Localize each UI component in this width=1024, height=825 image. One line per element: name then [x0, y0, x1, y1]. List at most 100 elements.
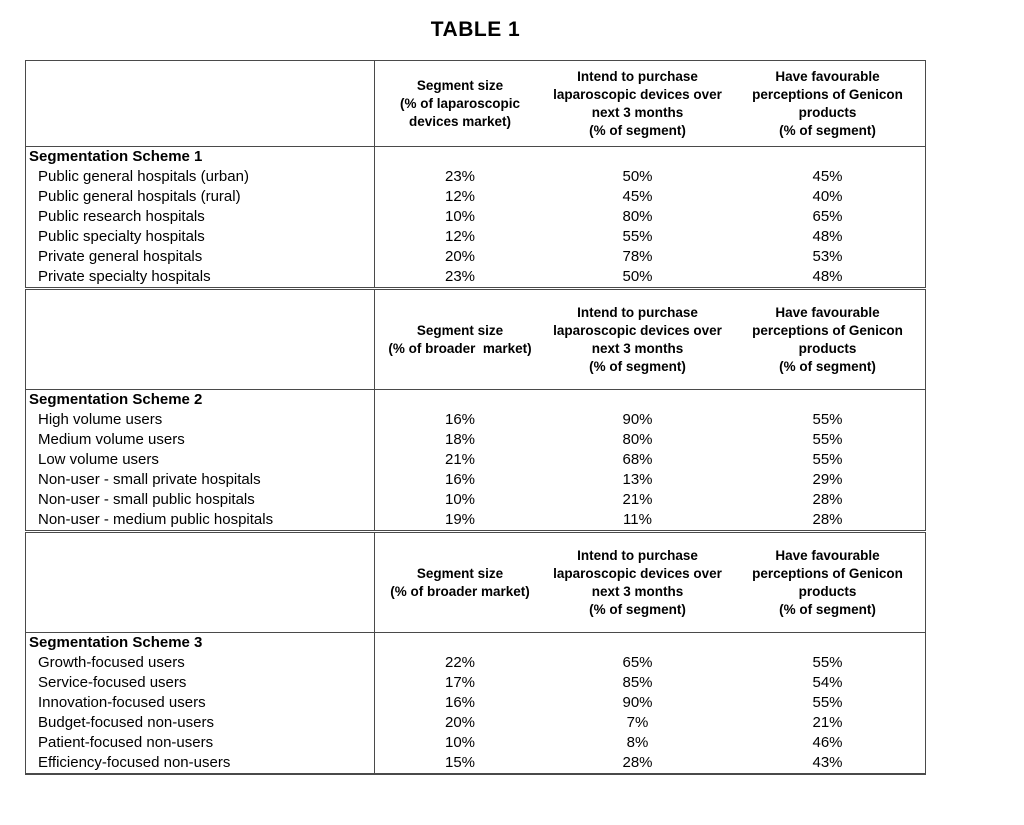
row-label: High volume users — [26, 410, 375, 430]
perception-value: 53% — [812, 248, 843, 265]
table-row: Low volume users 21% 68% 55% — [26, 450, 925, 470]
table-row: Non-user - small public hospitals 10% 21… — [26, 490, 925, 510]
segment-size-value: 12% — [444, 188, 476, 205]
segment-size-value: 20% — [444, 714, 476, 731]
table-row: Service-focused users 17% 85% 54% — [26, 673, 925, 693]
segment-size-value: 17% — [444, 674, 476, 691]
empty-cell — [545, 633, 730, 653]
purchase-intent-value: 50% — [622, 168, 653, 185]
scheme-label-row: Segmentation Scheme 1 — [26, 147, 925, 167]
table-row: Private general hospitals 20% 78% 53% — [26, 247, 925, 267]
segment-size-value: 10% — [444, 734, 476, 751]
empty-cell — [545, 147, 730, 167]
table-row: Private specialty hospitals 23% 50% 48% — [26, 267, 925, 287]
purchase-intent-value: 55% — [622, 228, 653, 245]
perception-value: 48% — [812, 268, 843, 285]
table-row: Patient-focused non-users 10% 8% 46% — [26, 733, 925, 753]
row-label: Private specialty hospitals — [26, 267, 375, 287]
perception-value: 55% — [812, 431, 843, 448]
perception-value: 55% — [812, 694, 843, 711]
empty-cell — [730, 390, 925, 410]
section-scheme-1: Segment size (% of laparoscopic devices … — [25, 60, 926, 288]
row-label: Patient-focused non-users — [26, 733, 375, 753]
empty-cell — [375, 147, 545, 167]
perception-value: 54% — [812, 674, 843, 691]
col-header-segment-size: Segment size (% of laparoscopic devices … — [399, 77, 521, 129]
row-label: Innovation-focused users — [26, 693, 375, 713]
perception-value: 65% — [812, 208, 843, 225]
segment-size-value: 12% — [444, 228, 476, 245]
table-row: Growth-focused users 22% 65% 55% — [26, 653, 925, 673]
segmentation-table: Segment size (% of laparoscopic devices … — [25, 60, 926, 775]
scheme-label: Segmentation Scheme 1 — [26, 147, 375, 167]
purchase-intent-value: 21% — [622, 491, 653, 508]
purchase-intent-value: 78% — [622, 248, 653, 265]
row-label: Growth-focused users — [26, 653, 375, 673]
scheme-label-row: Segmentation Scheme 3 — [26, 633, 925, 653]
scheme-label: Segmentation Scheme 3 — [26, 633, 375, 653]
table-row: Non-user - medium public hospitals 19% 1… — [26, 510, 925, 530]
purchase-intent-value: 28% — [622, 754, 653, 771]
purchase-intent-value: 90% — [622, 411, 653, 428]
table-title: TABLE 1 — [430, 18, 521, 41]
table-row: Public research hospitals 10% 80% 65% — [26, 207, 925, 227]
empty-cell — [730, 147, 925, 167]
purchase-intent-value: 90% — [622, 694, 653, 711]
section-scheme-2: Segment size (% of broader market) Inten… — [25, 289, 926, 531]
row-label: Private general hospitals — [26, 247, 375, 267]
empty-cell — [545, 390, 730, 410]
col-header-purchase-intent: Intend to purchase laparoscopic devices … — [553, 304, 722, 374]
perception-value: 28% — [812, 491, 843, 508]
purchase-intent-value: 80% — [622, 208, 653, 225]
table-row: Medium volume users 18% 80% 55% — [26, 430, 925, 450]
perception-value: 55% — [812, 411, 843, 428]
empty-cell — [730, 633, 925, 653]
scheme-label: Segmentation Scheme 2 — [26, 390, 375, 410]
scheme-label-row: Segmentation Scheme 2 — [26, 390, 925, 410]
row-label: Public general hospitals (urban) — [26, 167, 375, 187]
empty-corner-cell — [26, 533, 375, 632]
col-header-perceptions: Have favourable perceptions of Genicon p… — [752, 547, 903, 617]
row-label: Non-user - small private hospitals — [26, 470, 375, 490]
segment-size-value: 10% — [444, 208, 476, 225]
table-row: Budget-focused non-users 20% 7% 21% — [26, 713, 925, 733]
perception-value: 55% — [812, 654, 843, 671]
perception-value: 46% — [812, 734, 843, 751]
purchase-intent-value: 65% — [622, 654, 653, 671]
section-scheme-3: Segment size (% of broader market) Inten… — [25, 532, 926, 775]
col-header-perceptions: Have favourable perceptions of Genicon p… — [752, 68, 903, 138]
col-header-purchase-intent: Intend to purchase laparoscopic devices … — [553, 547, 722, 617]
segment-size-value: 20% — [444, 248, 476, 265]
row-label: Public research hospitals — [26, 207, 375, 227]
perception-value: 28% — [812, 511, 843, 528]
segment-size-value: 16% — [444, 411, 476, 428]
purchase-intent-value: 85% — [622, 674, 653, 691]
table-row: Public general hospitals (urban) 23% 50%… — [26, 167, 925, 187]
purchase-intent-value: 7% — [626, 714, 649, 731]
table-row: Public specialty hospitals 12% 55% 48% — [26, 227, 925, 247]
empty-corner-cell — [26, 290, 375, 389]
segment-size-value: 18% — [444, 431, 476, 448]
purchase-intent-value: 11% — [623, 511, 652, 528]
purchase-intent-value: 80% — [622, 431, 653, 448]
row-label: Medium volume users — [26, 430, 375, 450]
header-row: Segment size (% of broader market) Inten… — [26, 533, 925, 633]
empty-corner-cell — [26, 61, 375, 146]
purchase-intent-value: 8% — [626, 734, 649, 751]
perception-value: 43% — [812, 754, 843, 771]
empty-cell — [375, 633, 545, 653]
perception-value: 29% — [812, 471, 843, 488]
perception-value: 55% — [812, 451, 843, 468]
perception-value: 40% — [812, 188, 843, 205]
segment-size-value: 16% — [444, 694, 476, 711]
segment-size-value: 21% — [444, 451, 476, 468]
purchase-intent-value: 50% — [622, 268, 653, 285]
row-label: Non-user - small public hospitals — [26, 490, 375, 510]
segment-size-value: 16% — [444, 471, 476, 488]
row-label: Public specialty hospitals — [26, 227, 375, 247]
table-row: High volume users 16% 90% 55% — [26, 410, 925, 430]
row-label: Low volume users — [26, 450, 375, 470]
segment-size-value: 23% — [444, 168, 476, 185]
segment-size-value: 22% — [444, 654, 476, 671]
